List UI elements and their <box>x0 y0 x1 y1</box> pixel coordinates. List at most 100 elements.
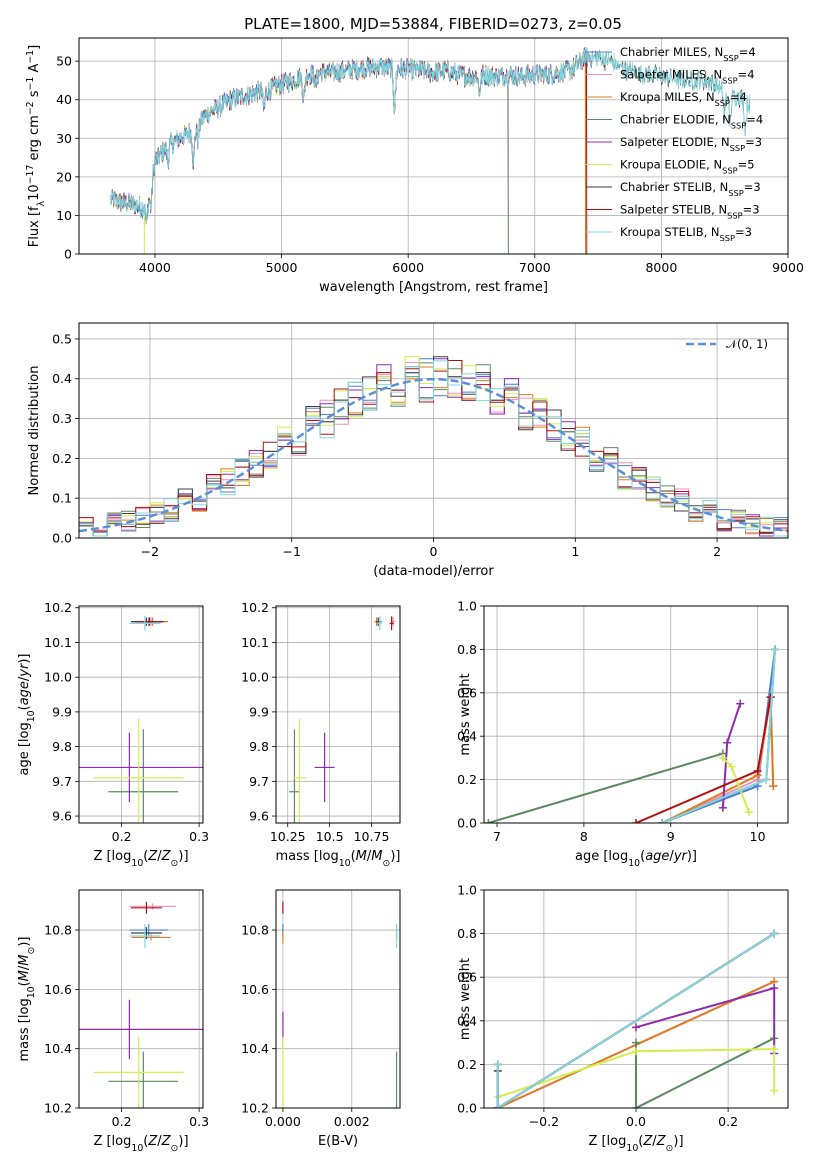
ebv-mass-plot-area <box>282 900 398 1108</box>
z-age-point-salpeter-elodie <box>79 732 203 803</box>
residuals-ylabel: Normed distribution <box>27 366 42 496</box>
spectrum-ytick-label: 50 <box>56 54 72 69</box>
z-age-ytick-label: 9.8 <box>52 739 72 754</box>
ebv-mass-ytick-label: 10.8 <box>241 923 269 938</box>
ebv-mass-xtick-label: 0.000 <box>265 1114 301 1129</box>
z-weight-xtick-label: 0.2 <box>718 1114 738 1129</box>
z-mass-point-chabrier-elodie <box>108 1051 179 1108</box>
z-age-xtick-label: 0.2 <box>112 829 132 844</box>
spectrum-ytick-label: 0 <box>64 247 72 262</box>
ebv-mass-grid <box>276 890 400 1109</box>
residuals-xtick-label: −1 <box>282 544 300 559</box>
z-mass-xlabel: Z [log10(Z/Z⊙)] <box>93 1134 188 1154</box>
spectrum-ylabel: Flux [fλ10−17 erg cm−2 s−1 A−1] <box>25 45 47 247</box>
figure-title: PLATE=1800, MJD=53884, FIBERID=0273, z=0… <box>244 15 622 33</box>
z-age-ylabel: age [log10(age/yr)] <box>17 653 37 775</box>
spectrum-xtick-label: 8000 <box>645 260 677 275</box>
age-weight-ytick-label: 0.6 <box>457 685 477 700</box>
mass-age-point-salpeter-elodie <box>314 732 335 803</box>
z-mass-point-salpeter-elodie <box>79 999 203 1060</box>
age-weight-ytick-label: 0.0 <box>457 816 477 831</box>
z-mass-frame <box>78 889 204 1109</box>
spectrum-plot-area <box>110 46 751 254</box>
age-weight-series-salpeter-stelib <box>632 693 775 823</box>
age-weight-ytick-label: 0.8 <box>457 642 477 657</box>
z-mass-ytick-label: 10.8 <box>44 923 72 938</box>
spectrum-ytick-label: 30 <box>56 131 72 146</box>
z-weight-ytick-label: 0.2 <box>457 1057 477 1072</box>
residuals-legend-label: 𝒩(0, 1) <box>726 337 768 351</box>
z-weight-series-kroupa-stelib <box>493 929 779 1108</box>
z-weight-series-chabrier-elodie <box>632 1034 779 1108</box>
spectrum-legend-item: Kroupa MILES, NSSP=4 <box>620 90 747 108</box>
z-mass-point-chabrier-stelib <box>130 927 162 939</box>
z-mass-point-chabrier-miles <box>129 924 169 936</box>
residuals-grid <box>79 323 788 539</box>
ebv-mass-ytick-label: 10.4 <box>241 1041 269 1056</box>
spectrum-xtick-label: 6000 <box>392 260 424 275</box>
residuals-ytick-label: 0.0 <box>52 531 72 546</box>
residuals-xtick-label: 1 <box>571 544 579 559</box>
z-weight-plot-area <box>493 929 779 1108</box>
age-weight-frame <box>483 605 789 824</box>
residuals-xtick-label: −2 <box>141 544 159 559</box>
spectrum-frame <box>78 37 789 255</box>
z-weight-xtick-label: 0.0 <box>626 1114 646 1129</box>
mass-age-frame <box>275 605 401 824</box>
mass-age-ytick-label: 10.2 <box>241 600 269 615</box>
spectrum-legend-item: Salpeter ELODIE, NSSP=3 <box>620 135 762 153</box>
residuals-hist-kroupa-stelib <box>79 360 788 537</box>
mass-age-xtick-label: 10.25 <box>270 829 306 844</box>
residuals-plot-area <box>79 355 788 537</box>
spectrum-xtick-label: 4000 <box>139 260 171 275</box>
spectrum-xtick-label: 9000 <box>772 260 804 275</box>
plots: 4000 5000 6000 7000 8000 900001020304050Chabr… <box>17 37 804 1154</box>
age-weight-series-kroupa-elodie <box>718 753 753 817</box>
age-weight-xtick-label: 10 <box>750 829 766 844</box>
mass-age-grid <box>276 606 400 823</box>
z-age-point-chabrier-elodie <box>108 729 179 823</box>
z-mass-point-salpeter-stelib <box>130 901 162 914</box>
z-weight-axes: −0.2 0.0 0.2 0.0 0.2 0.4 0.6 0.8 1.0 <box>457 883 789 1129</box>
spectrum-legend-item: Salpeter STELIB, NSSP=3 <box>620 203 760 221</box>
z-age-point-kroupa-stelib <box>129 615 161 631</box>
spectrum-ytick-label: 40 <box>56 92 72 107</box>
mass-age-ytick-label: 10.0 <box>241 670 269 685</box>
z-age-plot-area <box>79 615 203 823</box>
residuals-ytick-label: 0.2 <box>52 451 72 466</box>
mass-age-point-kroupa-stelib <box>377 616 382 631</box>
mass-age-ytick-label: 9.9 <box>249 704 269 719</box>
spectrum-axes: 4000 5000 6000 7000 8000 9000 0 10 20 30 40 50 <box>56 37 804 275</box>
z-age-frame <box>78 605 204 824</box>
spectrum-legend-item: Chabrier STELIB, NSSP=3 <box>620 180 761 198</box>
spectrum-xtick-label: 5000 <box>266 260 298 275</box>
z-mass-plot-area <box>79 901 203 1108</box>
z-mass-xtick-label: 0.3 <box>189 1114 209 1129</box>
spectrum-legend-item: Kroupa STELIB, NSSP=3 <box>620 225 752 243</box>
residuals-xtick-label: 0 <box>430 544 438 559</box>
z-weight-ytick-label: 1.0 <box>457 883 477 898</box>
age-weight-xtick-label: 9 <box>667 829 675 844</box>
z-age-grid <box>79 606 203 823</box>
z-age-point-kroupa-elodie <box>93 718 184 823</box>
spectrum-xtick-label: 7000 <box>519 260 551 275</box>
age-weight-xtick-label: 8 <box>580 829 588 844</box>
ebv-mass-axes: 0.000 0.002 10.2 10.4 10.6 10.8 <box>241 889 401 1129</box>
spectrum-ytick-label: 20 <box>56 169 72 184</box>
z-mass-point-kroupa-stelib <box>129 924 161 948</box>
residuals-normal-curve <box>79 377 788 533</box>
residuals-ytick-label: 0.1 <box>52 491 72 506</box>
z-mass-point-kroupa-elodie <box>93 1036 184 1108</box>
z-weight-ylabel: mass weight <box>458 958 473 1040</box>
z-age-xlabel: Z [log10(Z/Z⊙)] <box>93 849 188 869</box>
z-mass-ytick-label: 10.6 <box>44 982 72 997</box>
z-weight-xtick-label: −0.2 <box>529 1114 559 1129</box>
residuals-ytick-label: 0.5 <box>52 331 72 346</box>
age-weight-series-kroupa-stelib <box>658 645 779 823</box>
z-mass-ytick-label: 10.4 <box>44 1041 72 1056</box>
z-mass-axes: 0.2 0.3 10.2 10.4 10.6 10.8 <box>44 889 209 1129</box>
residuals-axes: −2 −1 0 1 2 0.0 0.1 0.2 0.3 0.4 0.5 <box>52 322 789 559</box>
residuals-ytick-label: 0.4 <box>52 371 72 386</box>
spectrum-line-kroupa-stelib <box>110 46 751 224</box>
